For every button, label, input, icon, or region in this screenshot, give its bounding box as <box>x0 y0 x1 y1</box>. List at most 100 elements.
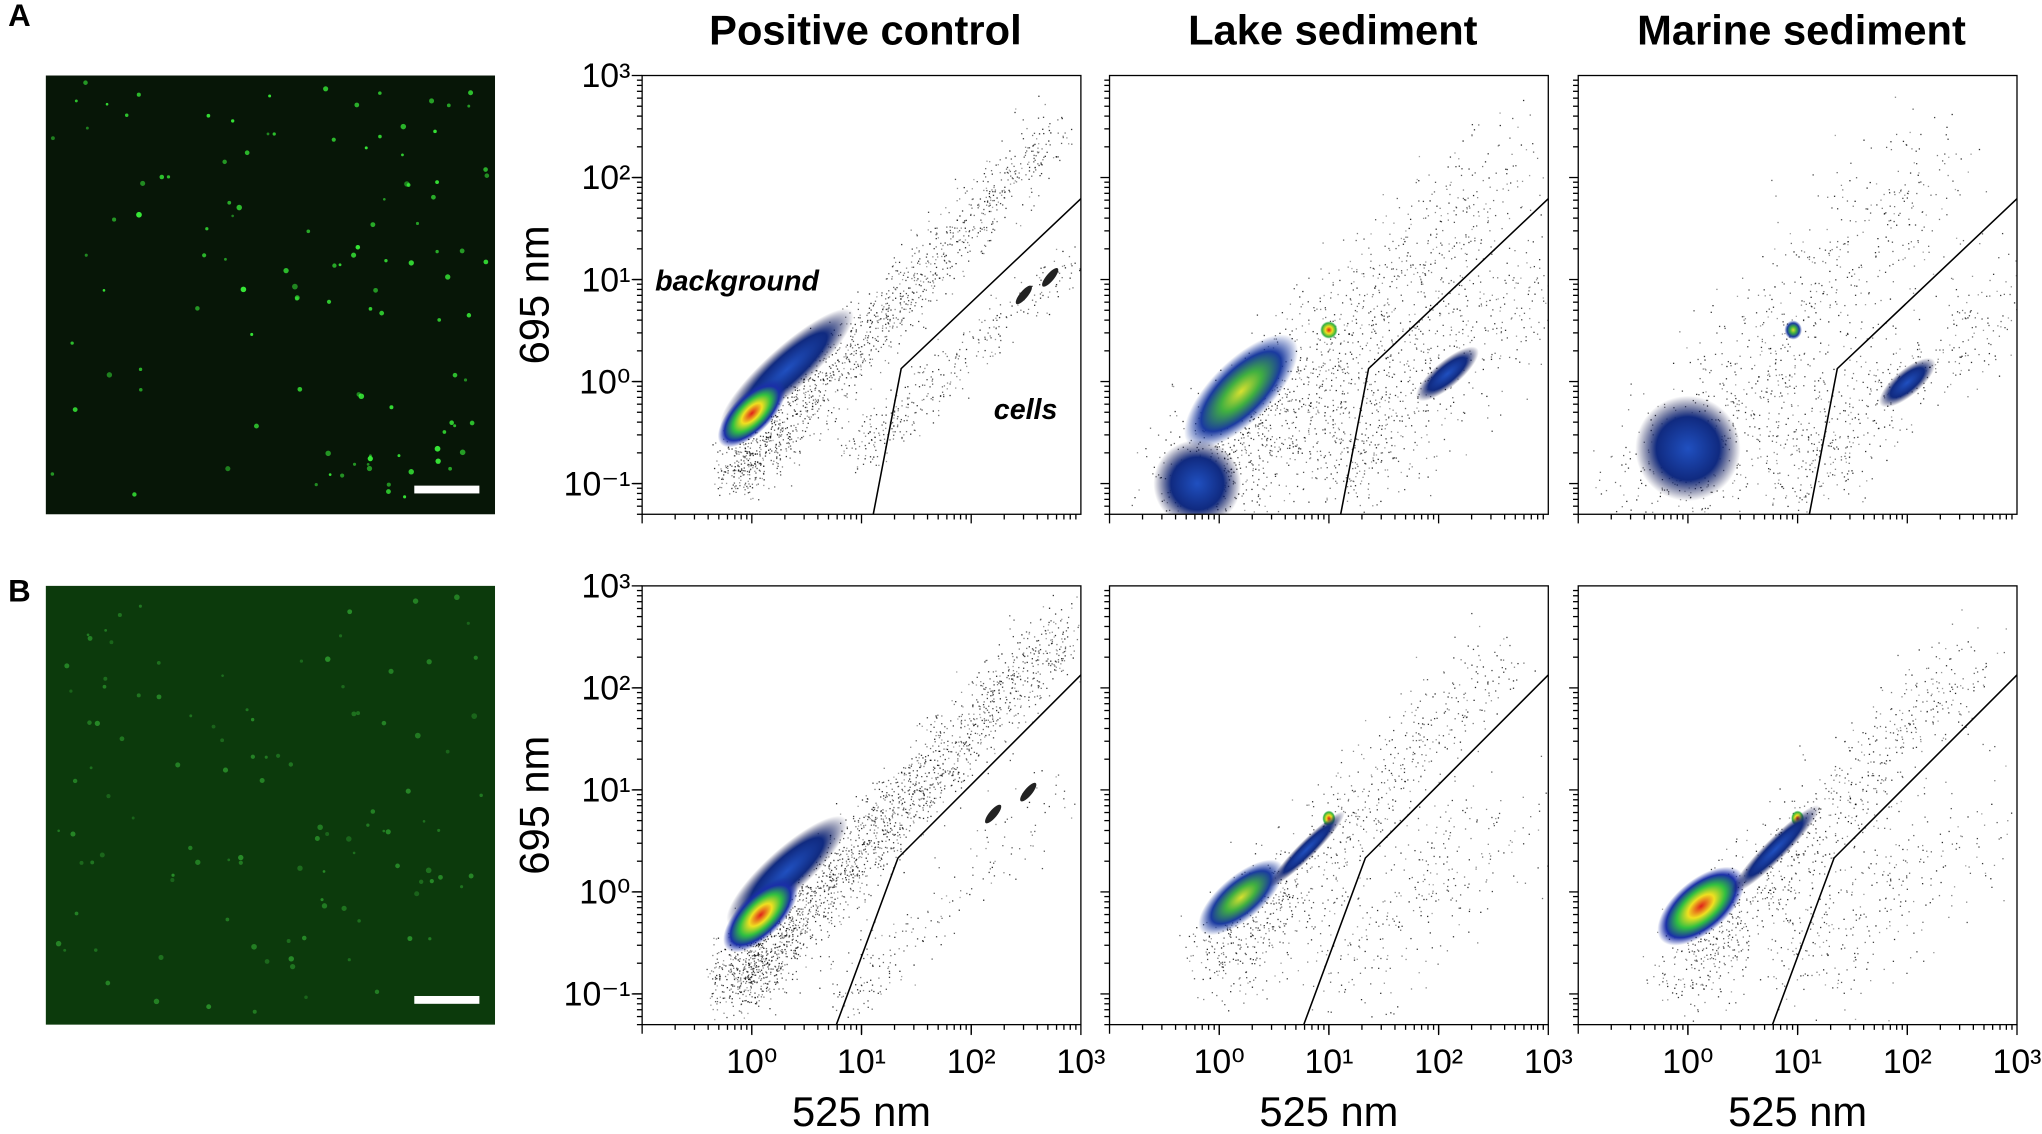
event <box>1918 172 1920 174</box>
event <box>800 410 802 412</box>
event <box>1305 461 1308 464</box>
event <box>1362 459 1364 462</box>
event <box>749 453 751 456</box>
event <box>1291 378 1294 380</box>
event <box>1003 197 1006 199</box>
event <box>1290 400 1292 402</box>
event <box>1702 381 1704 383</box>
event <box>815 403 817 405</box>
event <box>1652 529 1653 530</box>
event <box>749 447 752 449</box>
event <box>935 232 938 234</box>
event <box>1903 200 1905 202</box>
event <box>1278 393 1281 396</box>
event <box>779 422 781 425</box>
event <box>1776 317 1778 320</box>
event <box>1889 265 1891 267</box>
event <box>1528 286 1530 289</box>
event <box>806 410 809 412</box>
event <box>1757 439 1760 441</box>
event <box>1267 430 1270 432</box>
event <box>1012 341 1014 344</box>
event <box>1831 286 1833 289</box>
event <box>747 487 749 489</box>
event <box>1458 158 1460 160</box>
event <box>765 445 767 447</box>
event <box>945 207 947 209</box>
event <box>1471 123 1474 126</box>
event <box>1262 467 1264 469</box>
event <box>861 353 863 355</box>
event <box>741 472 743 474</box>
event <box>1525 252 1528 254</box>
cell-spot <box>50 136 55 141</box>
event <box>884 298 887 300</box>
event <box>944 255 946 258</box>
event <box>780 429 782 431</box>
density-blob <box>1042 268 1059 287</box>
event <box>779 443 781 445</box>
event <box>932 399 934 401</box>
event <box>1640 482 1643 485</box>
event <box>997 201 1000 203</box>
event <box>1511 153 1513 155</box>
event <box>1046 151 1048 153</box>
event <box>1244 509 1246 512</box>
event <box>1433 191 1436 193</box>
event <box>1256 501 1258 503</box>
event <box>1538 258 1541 261</box>
event <box>1311 470 1314 473</box>
event <box>838 379 840 382</box>
event <box>1327 406 1329 408</box>
event <box>802 422 804 424</box>
event <box>1291 318 1294 321</box>
event <box>817 376 819 378</box>
event <box>1630 383 1632 385</box>
event <box>1614 481 1617 484</box>
event <box>1279 399 1281 401</box>
cell-spot <box>102 289 106 292</box>
event <box>1356 438 1358 440</box>
event <box>1350 282 1353 285</box>
event <box>952 232 954 234</box>
event <box>1885 212 1887 214</box>
event <box>1006 166 1009 169</box>
event <box>1484 161 1487 163</box>
event <box>950 372 952 374</box>
event <box>883 438 886 440</box>
event <box>792 401 794 403</box>
event <box>955 387 957 389</box>
event <box>1269 424 1272 427</box>
cell-spot <box>438 874 443 880</box>
event <box>1014 277 1016 279</box>
event <box>935 233 937 236</box>
event <box>764 445 767 447</box>
event <box>1348 411 1351 413</box>
event <box>948 359 950 362</box>
cell-spot <box>102 684 107 689</box>
cell-spot <box>321 903 328 909</box>
event <box>1351 320 1353 322</box>
event <box>983 252 985 255</box>
event <box>754 479 756 481</box>
event <box>746 458 748 460</box>
event <box>1276 438 1278 440</box>
event <box>1386 441 1388 444</box>
event <box>1839 331 1842 333</box>
event <box>1448 282 1450 285</box>
event <box>911 366 913 368</box>
event <box>1402 436 1404 438</box>
event <box>1877 275 1879 278</box>
event <box>1316 384 1318 386</box>
cell-spot <box>388 668 394 674</box>
event <box>1817 380 1820 382</box>
event <box>1373 460 1375 462</box>
event <box>870 302 872 305</box>
event <box>1355 318 1357 321</box>
event <box>1822 380 1825 382</box>
event <box>1404 371 1406 373</box>
event <box>1741 333 1743 335</box>
density <box>1131 99 1549 515</box>
event <box>903 317 905 319</box>
event <box>1328 451 1330 454</box>
